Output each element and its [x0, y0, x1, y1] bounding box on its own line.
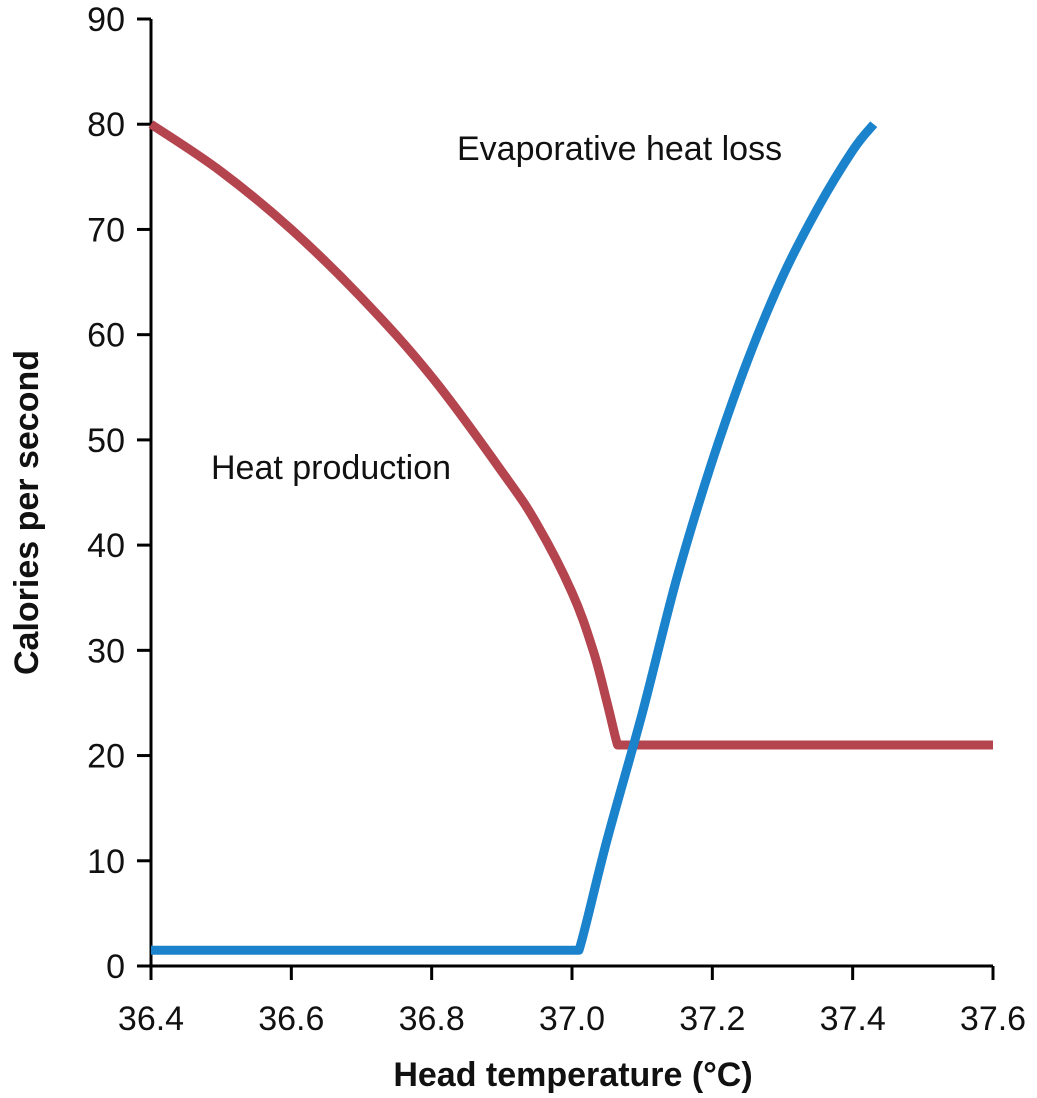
y-tick-label: 20	[87, 738, 125, 776]
y-tick-label: 10	[87, 843, 125, 881]
y-axis-ticks: 0 10 20 30 40 50 60 70 80 90	[87, 1, 151, 986]
axes	[149, 19, 993, 968]
evaporative-heat-loss-label: Evaporative heat loss	[457, 130, 782, 168]
y-tick-label: 70	[87, 211, 125, 249]
y-tick-label: 90	[87, 1, 125, 39]
evaporative-heat-loss-line	[151, 121, 878, 955]
y-tick-label: 80	[87, 106, 125, 144]
x-axis-title: Head temperature (°C)	[393, 1056, 752, 1094]
y-tick-label: 0	[106, 948, 125, 986]
x-tick-label: 36.8	[399, 1000, 465, 1038]
x-tick-label: 37.4	[820, 1000, 886, 1038]
y-tick-label: 60	[87, 317, 125, 355]
series-layer	[148, 120, 993, 955]
y-axis-title: Calories per second	[8, 350, 46, 675]
x-tick-label: 37.2	[679, 1000, 745, 1038]
x-tick-label: 37.6	[960, 1000, 1026, 1038]
heat-production-label: Heat production	[211, 449, 451, 487]
x-axis-ticks: 36.4 36.6 36.8 37.0 37.2 37.4 37.6	[118, 966, 1026, 1038]
y-tick-label: 50	[87, 422, 125, 460]
x-tick-label: 37.0	[539, 1000, 605, 1038]
y-tick-label: 30	[87, 632, 125, 670]
heat-production-line	[148, 120, 993, 750]
x-tick-label: 36.6	[258, 1000, 324, 1038]
x-tick-label: 36.4	[118, 1000, 184, 1038]
y-tick-label: 40	[87, 527, 125, 565]
